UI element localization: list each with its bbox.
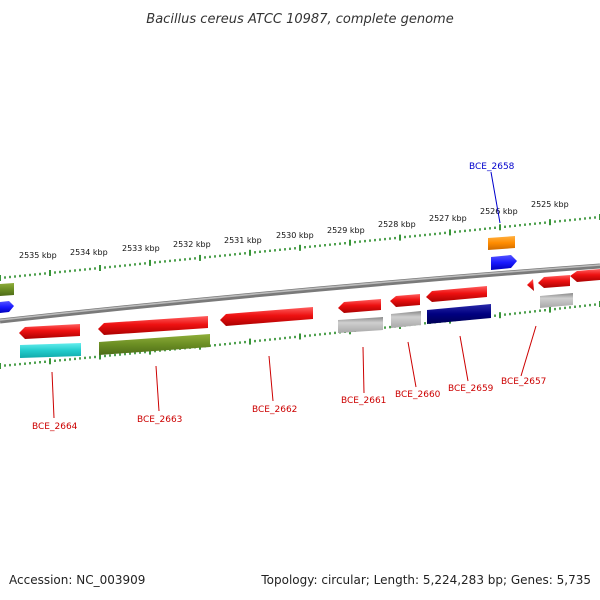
gene-arrow-right-1 <box>538 275 570 288</box>
tick-label: 2526 kbp <box>480 207 518 216</box>
gene-label-bce-2662: BCE_2662 <box>252 405 297 415</box>
tick-label: 2527 kbp <box>429 214 467 223</box>
gene-label-bce-2663: BCE_2663 <box>137 415 182 425</box>
gene-grey-right <box>540 293 573 308</box>
tick-label: 2532 kbp <box>173 240 211 249</box>
gene-arrow-2657 <box>527 279 534 291</box>
gene-blue-arrow <box>491 255 517 270</box>
gene-arrow-2659 <box>426 286 487 302</box>
tick-label: 2528 kbp <box>378 220 416 229</box>
gene-arrow-left-olive <box>0 283 14 296</box>
gene-arrow-2661 <box>338 299 381 313</box>
map-title: Bacillus cereus ATCC 10987, complete gen… <box>146 12 453 27</box>
leader-line-2662 <box>268 355 274 402</box>
tick-labels: 2525 kbp 2526 kbp 2527 kbp 2528 kbp 2529 kbp… <box>19 200 569 260</box>
tick-label: 2525 kbp <box>531 200 569 209</box>
leader-line-2658 <box>490 171 501 224</box>
genome-backbone-highlight <box>0 264 600 321</box>
gene-arrow-2662 <box>220 307 313 326</box>
gene-label-bce-2660: BCE_2660 <box>395 390 441 400</box>
gene-arrow-2664 <box>19 324 80 339</box>
gene-arrow-2663 <box>98 316 208 335</box>
gene-label-bce-2661: BCE_2661 <box>341 396 386 406</box>
tick-label: 2531 kbp <box>224 236 262 245</box>
outer-tick-ring <box>0 214 600 281</box>
gene-navy-feature <box>427 304 491 324</box>
leader-line-2659 <box>459 335 469 382</box>
gene-label-bce-2658: BCE_2658 <box>469 162 515 172</box>
leader-line-2660 <box>407 341 417 388</box>
gene-olive-2663 <box>99 334 210 355</box>
leader-line-2661 <box>362 346 365 394</box>
accession-text: Accession: NC_003909 <box>9 573 146 587</box>
tick-label: 2530 kbp <box>276 231 314 240</box>
gene-label-bce-2657: BCE_2657 <box>501 377 546 387</box>
leader-line-2657 <box>520 325 537 377</box>
gene-orange-feature <box>488 236 515 250</box>
gene-arrow-2660 <box>390 294 420 307</box>
genome-summary-text: Topology: circular; Length: 5,224,283 bp… <box>261 573 591 587</box>
gene-grey-2661 <box>338 317 383 333</box>
tick-label: 2534 kbp <box>70 248 108 257</box>
tick-label: 2535 kbp <box>19 251 57 260</box>
gene-arrow-left-blue <box>0 301 14 313</box>
genome-backbone <box>0 263 600 324</box>
gene-grey-2660 <box>391 311 421 328</box>
tick-label: 2529 kbp <box>327 226 365 235</box>
leader-line-2663 <box>155 365 160 412</box>
gene-label-bce-2659: BCE_2659 <box>448 384 494 394</box>
gene-cyan-2664 <box>20 343 81 358</box>
tick-label: 2533 kbp <box>122 244 160 253</box>
gene-arrow-right-2 <box>570 269 600 282</box>
gene-label-bce-2664: BCE_2664 <box>32 422 78 432</box>
leader-line-2664 <box>51 371 55 419</box>
